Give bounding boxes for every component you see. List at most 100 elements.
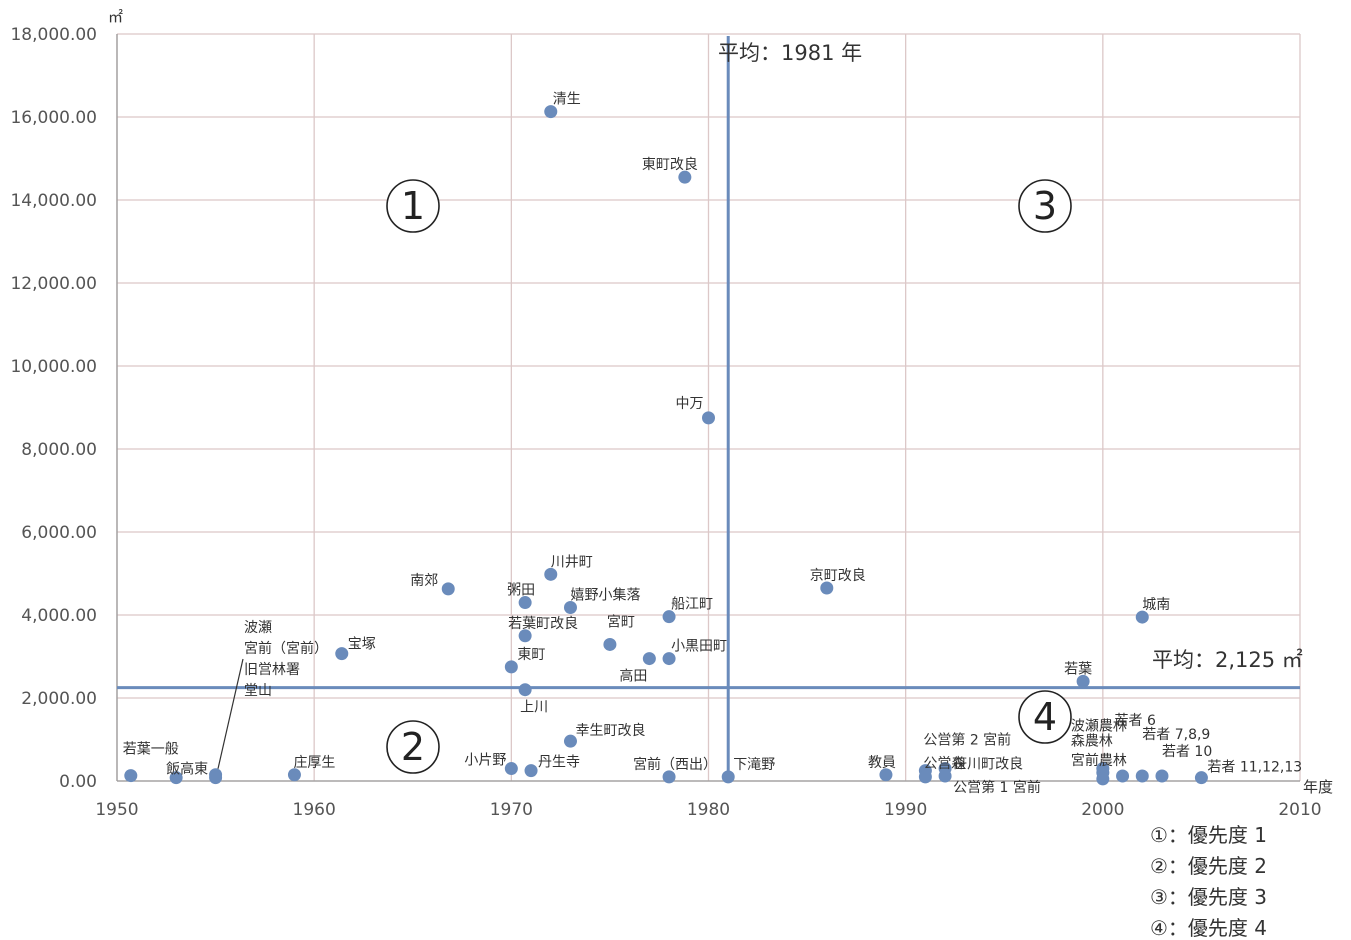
point-label: 飯高東 (166, 761, 208, 778)
data-point (124, 769, 138, 783)
data-point (563, 734, 577, 748)
point-label: 川井町 (551, 554, 593, 570)
data-point (603, 637, 617, 651)
point-label: 南郊 (410, 572, 438, 589)
quadrant-number: 4 (1033, 695, 1057, 739)
data-point (820, 581, 834, 595)
legend-item: ①：優先度 1 (1150, 823, 1267, 847)
x-tick-label: 1990 (884, 800, 927, 820)
point-label: 船江町 (671, 597, 713, 613)
point-label: 東町 (517, 647, 545, 663)
x-tick-label: 1960 (293, 800, 336, 820)
y-tick-label: 10,000.00 (10, 357, 97, 377)
data-point (504, 762, 518, 776)
y-tick-label: 4,000.00 (21, 606, 97, 626)
point-label: 若者 11,12,13 (1207, 760, 1302, 776)
point-label: 笹川町改良 (953, 757, 1023, 773)
data-points (124, 105, 1208, 786)
data-point (209, 771, 223, 785)
data-point (1135, 610, 1149, 624)
point-label: 庄厚生 (293, 754, 335, 771)
point-label: 下滝野 (733, 757, 775, 773)
point-label: 丹生寺 (538, 755, 580, 771)
legend-item: ④：優先度 4 (1150, 916, 1267, 940)
y-tick-label: 6,000.00 (21, 523, 97, 543)
data-point (662, 652, 676, 666)
point-label: 嬉野小集落 (570, 587, 640, 604)
quadrant-markers: 1 2 3 4 (386, 179, 1072, 774)
point-label: 宮前（西出） (633, 756, 717, 773)
point-label: 京町改良 (810, 568, 866, 584)
point-label: 上川 (520, 700, 548, 716)
x-tick-label: 1970 (490, 800, 533, 820)
point-label: 森農林 (1071, 734, 1113, 750)
data-point (1135, 769, 1149, 783)
point-label: 公営森 (923, 756, 965, 772)
point-label: 若者 7,8,9 (1142, 727, 1210, 743)
point-label: 公営第 2 宮前 (923, 732, 1011, 749)
point-label: 小黒田町 (671, 639, 727, 655)
x-tick-label: 2010 (1278, 800, 1321, 820)
point-label: 教員 (868, 755, 896, 771)
point-label: 粥田 (507, 582, 535, 599)
leader-label: 旧営林署 (244, 662, 300, 678)
x-axis-title: 年度 (1303, 778, 1333, 796)
data-point (938, 769, 952, 783)
point-label: 宮町 (607, 614, 635, 630)
point-label: 若葉町改良 (508, 616, 578, 632)
data-point (1194, 771, 1208, 785)
data-point (287, 768, 301, 782)
data-point (518, 629, 532, 643)
y-tick-label: 18,000.00 (10, 25, 97, 45)
point-label: 公営第 1 宮前 (953, 779, 1041, 796)
data-point (879, 768, 893, 782)
data-point (721, 770, 735, 784)
point-label: 高田 (619, 668, 647, 685)
y-tick-label: 12,000.00 (10, 274, 97, 294)
data-point (524, 764, 538, 778)
data-point (1096, 772, 1110, 786)
point-label: 宝塚 (348, 637, 376, 653)
data-point (1155, 769, 1169, 783)
data-point (544, 567, 558, 581)
point-label: 小片野 (464, 753, 506, 769)
y-axis-unit: ㎡ (108, 8, 123, 26)
legend-item: ②：優先度 2 (1150, 854, 1267, 878)
y-tick-label: 14,000.00 (10, 191, 97, 211)
point-label: 若者 10 (1162, 744, 1212, 760)
data-point (702, 411, 715, 425)
avg-area-label: 平均：2,125 ㎡ (1152, 648, 1303, 672)
quadrant-number: 2 (401, 725, 425, 769)
data-point (544, 105, 558, 119)
y-tick-label: 8,000.00 (21, 440, 97, 460)
average-lines (117, 36, 1300, 781)
x-tick-labels: 1950 1960 1970 1980 1990 2000 2010 (95, 800, 1321, 820)
point-label: 若者 6 (1115, 713, 1156, 729)
quadrant-number: 3 (1033, 184, 1057, 228)
data-point (662, 770, 676, 784)
quadrant-circle (386, 179, 440, 233)
data-point (642, 652, 656, 666)
quadrant-circle (1018, 690, 1072, 744)
data-point (441, 582, 455, 596)
quadrant-circle (1018, 179, 1072, 233)
avg-year-label: 平均：1981 年 (718, 41, 862, 65)
quadrant-number: 1 (401, 184, 425, 228)
point-label: 若葉 (1064, 661, 1092, 677)
leader-label: 波瀬 (244, 620, 272, 636)
data-point (518, 683, 532, 697)
leader-label: 宮前（宮前） (244, 640, 328, 657)
leader-line (217, 658, 244, 769)
data-point (563, 601, 577, 615)
leader-label: 堂山 (244, 683, 272, 699)
point-label: 東町改良 (642, 157, 698, 173)
point-label: 城南 (1142, 597, 1170, 613)
data-point (1116, 769, 1130, 783)
x-tick-label: 1950 (95, 800, 138, 820)
legend-item: ③：優先度 3 (1150, 885, 1267, 909)
data-point (335, 647, 349, 661)
y-tick-label: 0.00 (59, 772, 97, 792)
